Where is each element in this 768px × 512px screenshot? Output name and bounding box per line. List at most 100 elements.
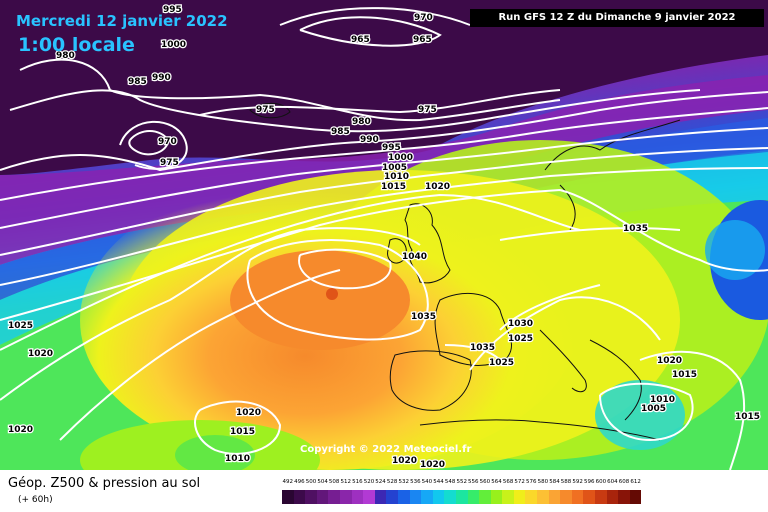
legend-label: 596	[583, 479, 595, 485]
legend-swatch	[537, 490, 549, 504]
pressure-label: 1025	[489, 358, 514, 368]
isobar-995	[0, 107, 768, 201]
legend-label: 588	[560, 479, 572, 485]
legend-swatch	[560, 490, 572, 504]
legend-label: 600	[595, 479, 607, 485]
isobar-1000	[0, 127, 768, 229]
legend-swatch	[571, 490, 584, 504]
z500-band-deep-purple	[0, 0, 768, 175]
pressure-label: 1035	[470, 343, 495, 353]
legend-swatch	[618, 490, 630, 504]
legend-swatch	[316, 490, 329, 504]
legend-swatch	[629, 490, 642, 504]
legend-swatch	[444, 490, 456, 504]
legend-swatch	[479, 490, 491, 504]
legend-label: 532	[398, 479, 409, 485]
pressure-label: 1020	[236, 408, 261, 418]
legend-swatch	[397, 490, 410, 504]
isobar-985	[9, 89, 701, 133]
pressure-label: 1005	[641, 404, 666, 414]
legend-labels: 492 496 500 504 508 512 516 520 524 528 532 536 540 5…	[282, 479, 641, 489]
pressure-label: 1035	[411, 312, 436, 322]
pressure-label: 1005	[382, 163, 407, 173]
isobar-965	[299, 16, 442, 47]
isobar-1030	[59, 269, 601, 441]
isobar-990	[0, 91, 768, 172]
legend-swatch	[502, 490, 514, 504]
legend-label: 608	[618, 479, 630, 485]
legend-colorbar	[282, 490, 642, 504]
forecast-lead: (+ 60h)	[18, 495, 53, 505]
legend-label: 500	[305, 479, 317, 485]
pressure-label: 1000	[388, 153, 413, 163]
legend-label: 516	[352, 479, 363, 485]
forecast-time: 1:00 locale	[18, 34, 135, 56]
legend-swatch	[363, 490, 375, 504]
pressure-label: 1015	[381, 182, 406, 192]
legend-swatch	[386, 490, 398, 504]
pressure-label: 980	[56, 51, 75, 61]
pressure-label: 985	[331, 127, 350, 137]
legend-label: 548	[444, 479, 456, 485]
pressure-label: 965	[351, 35, 370, 45]
pressure-label: 970	[158, 137, 177, 147]
z500-high-center	[326, 288, 338, 300]
pressure-label: 970	[414, 13, 433, 23]
coast-britain	[404, 203, 451, 284]
legend-label: 540	[421, 479, 433, 485]
pressure-label: 1035	[623, 224, 648, 234]
pressure-label: 990	[152, 73, 171, 83]
isobar-1020	[0, 193, 746, 470]
z500-trough-greece	[595, 380, 685, 450]
coast-iceland	[249, 103, 291, 119]
legend-swatch	[374, 490, 387, 504]
pressure-label: 980	[352, 117, 371, 127]
pressure-label: 995	[382, 143, 401, 153]
isobar-1015	[0, 189, 768, 442]
legend-label: 572	[514, 479, 525, 485]
pressure-label: 1040	[402, 252, 427, 262]
run-info: Run GFS 12 Z du Dimanche 9 janvier 2022	[470, 9, 764, 27]
legend-label: 580	[537, 479, 549, 485]
forecast-date: Mercredi 12 janvier 2022	[16, 12, 228, 30]
pressure-label: 1015	[672, 370, 697, 380]
isobar-980	[19, 58, 561, 122]
coastlines	[249, 103, 681, 441]
pressure-label: 1030	[508, 319, 533, 329]
pressure-label: 990	[360, 135, 379, 145]
z500-high-core	[230, 250, 410, 350]
coast-ireland	[387, 238, 407, 264]
pressure-label: 1020	[420, 460, 445, 470]
pressure-label: 1010	[384, 172, 409, 182]
pressure-label: 1015	[735, 412, 760, 422]
isobar-970	[128, 7, 471, 156]
isobar-1040	[298, 248, 392, 290]
legend-label: 564	[491, 479, 502, 485]
legend-swatch	[351, 490, 364, 504]
legend-swatch	[339, 490, 352, 504]
legend-swatch	[490, 490, 503, 504]
pressure-label: 1020	[392, 456, 417, 466]
legend-label: 552	[456, 479, 467, 485]
legend-swatch	[421, 490, 433, 504]
pressure-label: 975	[256, 105, 275, 115]
legend-swatch	[293, 490, 306, 504]
isobar-1035	[246, 227, 681, 361]
legend-label: 576	[526, 479, 537, 485]
legend-swatch	[583, 490, 596, 504]
legend-label: 508	[328, 479, 340, 485]
legend-swatch	[606, 490, 619, 504]
pressure-label: 965	[413, 35, 432, 45]
pressure-label: 1000	[161, 40, 186, 50]
legend-swatch	[513, 490, 526, 504]
coast-north-africa	[419, 419, 661, 441]
legend-label: 568	[502, 479, 514, 485]
legend-label: 544	[433, 479, 444, 485]
pressure-label: 1020	[657, 356, 682, 366]
z500-green-south-core	[175, 435, 255, 470]
pressure-label: 1020	[425, 182, 450, 192]
legend-label: 612	[630, 479, 641, 485]
